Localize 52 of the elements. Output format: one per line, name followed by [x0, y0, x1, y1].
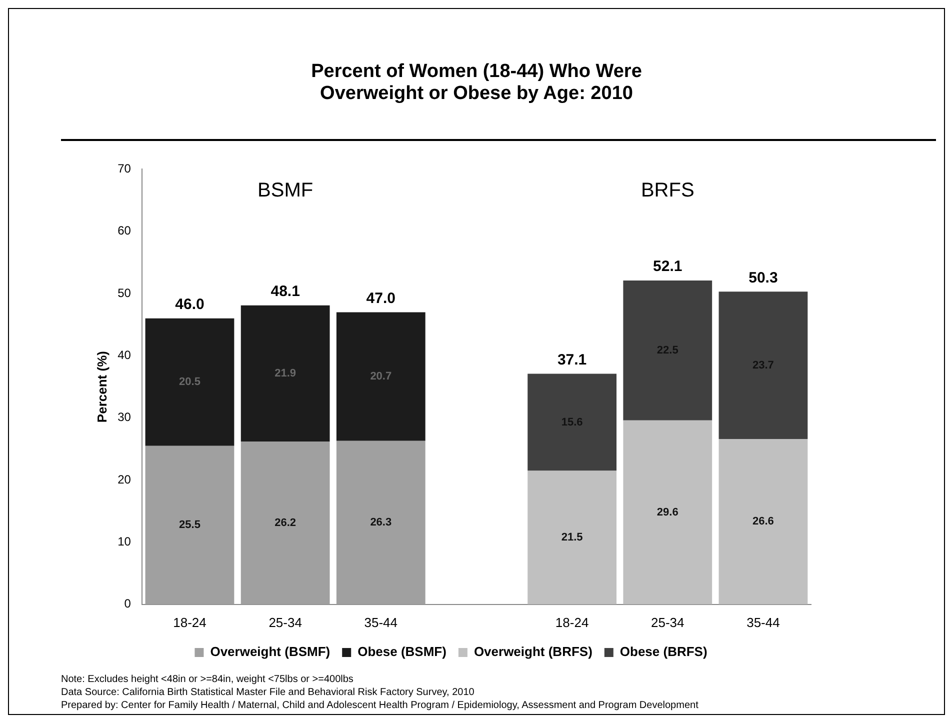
legend-label: Obese (BRFS) — [620, 644, 708, 660]
total-label: 46.0 — [175, 296, 204, 314]
bar — [145, 446, 234, 604]
data-label: 26.6 — [752, 516, 774, 528]
total-label: 47.0 — [366, 290, 396, 307]
x-tick-label: 18-24 — [173, 614, 206, 630]
total-label: 50.3 — [748, 269, 778, 286]
text: Prepared by: Center for Family Health / Maternal, Child and Adolescent Health Program / Epidemiology, Assessment and Program Development — [61, 699, 698, 712]
y-tick-label: 60 — [118, 224, 132, 238]
y-tick-label: 10 — [118, 534, 132, 549]
data-label: 21.9 — [274, 367, 296, 380]
bar — [623, 280, 712, 420]
bar — [528, 470, 616, 604]
data-label: 29.6 — [656, 506, 678, 518]
data-label: 26.3 — [370, 516, 392, 529]
total-label: 48.1 — [270, 282, 300, 300]
data-label: 20.5 — [179, 376, 200, 388]
bar — [240, 305, 330, 442]
chart-title: Percent of Women (18-44) Who Were Overweight or Obese by Age: 2010 — [310, 61, 643, 105]
y-tick-label: 0 — [124, 596, 132, 611]
bar — [718, 439, 808, 604]
y-tick-label: 40 — [118, 348, 132, 362]
y-tick-label: 70 — [118, 162, 132, 176]
x-tick-label: 25-34 — [651, 614, 684, 630]
bar — [336, 312, 426, 441]
data-label: 25.5 — [179, 519, 200, 532]
data-label: 21.5 — [561, 532, 583, 544]
x-tick-label: 18-24 — [555, 614, 589, 630]
bar — [623, 420, 712, 604]
legend-label: Overweight (BRFS) — [474, 644, 592, 660]
bar — [145, 318, 234, 446]
legend-label: Overweight (BSMF) — [210, 644, 330, 660]
y-axis-title: Percent (%) — [94, 351, 110, 423]
y-tick-label: 50 — [118, 286, 132, 300]
bar — [528, 374, 616, 471]
x-tick-label: 35-44 — [746, 614, 780, 630]
data-label: 26.2 — [274, 516, 296, 529]
text: Note: Excludes height <48in or >=84in, weight <75lbs or >=400lbs — [61, 673, 354, 686]
total-label: 37.1 — [557, 351, 587, 368]
total-label: 52.1 — [653, 258, 682, 276]
annotation: BSMF — [258, 180, 314, 202]
y-tick-label: 30 — [118, 410, 132, 424]
data-label: 20.7 — [370, 370, 392, 383]
bar — [718, 292, 808, 440]
y-tick-label: 20 — [118, 472, 132, 486]
x-tick-label: 25-34 — [268, 614, 302, 630]
annotation: BRFS — [640, 180, 694, 202]
bar — [336, 440, 426, 604]
source-note: Data Source: California Birth Statistical Master File and Behavioral Risk Factory Survey, 2010 — [61, 686, 476, 699]
x-tick-label: 35-44 — [364, 614, 398, 630]
legend-label: Obese (BSMF) — [358, 644, 446, 660]
bar — [240, 442, 330, 604]
